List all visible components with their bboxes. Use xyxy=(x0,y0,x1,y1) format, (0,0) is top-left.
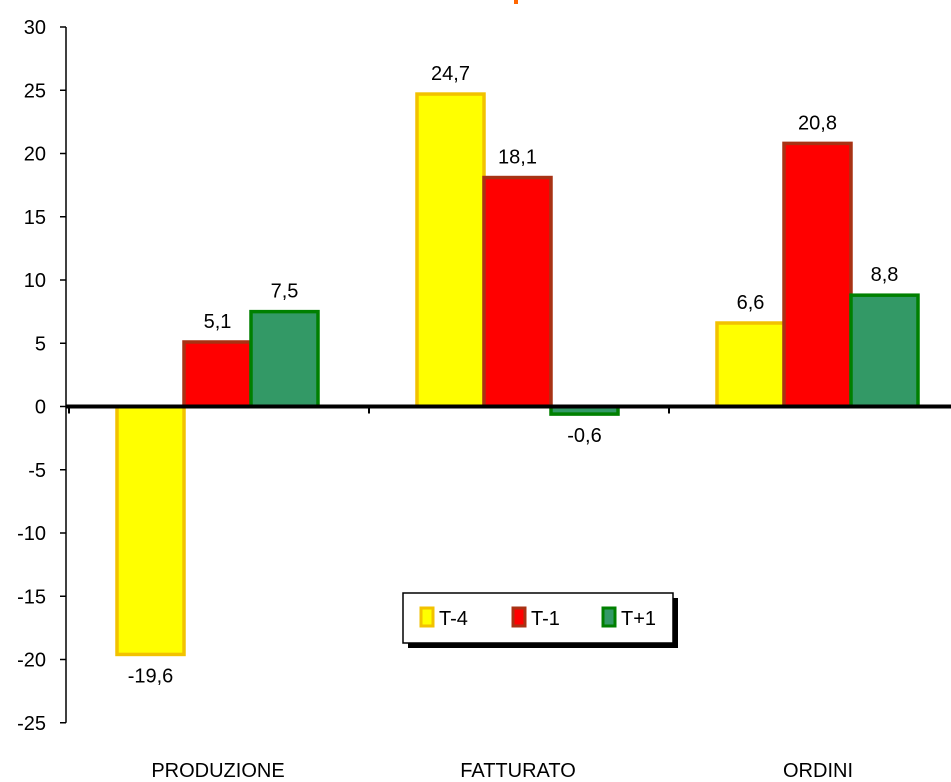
category-label: ORDINI xyxy=(783,760,853,782)
y-tick-label: 30 xyxy=(24,17,46,39)
legend-label: T-4 xyxy=(439,608,468,630)
y-tick-label: 20 xyxy=(24,144,46,166)
y-tick-label: -25 xyxy=(17,713,46,735)
y-tick-label: 5 xyxy=(35,333,46,355)
data-label: -0,6 xyxy=(567,425,601,447)
data-label: 20,8 xyxy=(798,112,837,134)
bar-t4-fatturato xyxy=(415,92,486,409)
data-label: -19,6 xyxy=(128,665,174,687)
y-tick-label: -10 xyxy=(17,523,46,545)
bar-t1-produzione xyxy=(182,340,253,409)
y-tick-label: -5 xyxy=(28,460,46,482)
legend-swatch xyxy=(601,606,617,628)
y-tick-label: -20 xyxy=(17,650,46,672)
bar-t4-produzione xyxy=(115,404,186,657)
y-axis: 30 25 20 15 10 5 0 -5 -10 -15 -20 -25 xyxy=(17,17,67,735)
legend-box xyxy=(402,592,674,644)
bar-t1-fatturato xyxy=(482,175,553,409)
data-label: 7,5 xyxy=(271,281,299,303)
y-tick-label: -15 xyxy=(17,586,46,608)
data-label: 24,7 xyxy=(431,63,470,85)
bar-t4-ordini xyxy=(715,321,786,409)
legend-label: T-1 xyxy=(531,608,560,630)
bar-t1-ordini xyxy=(782,141,853,409)
data-label: 6,6 xyxy=(737,292,765,314)
y-tick-label: 25 xyxy=(24,80,46,102)
y-tick-label: 10 xyxy=(24,270,46,292)
data-label: 5,1 xyxy=(204,311,232,333)
y-tick-label: 15 xyxy=(24,207,46,229)
legend-swatch xyxy=(419,606,435,628)
bars xyxy=(115,92,920,657)
data-labels: -19,6 24,7 6,6 5,1 18,1 20,8 7,5 -0,6 8,8 xyxy=(128,63,899,687)
category-label: PRODUZIONE xyxy=(151,760,284,782)
x-axis: PRODUZIONE FATTURATO ORDINI xyxy=(66,404,951,782)
legend-label: T+1 xyxy=(621,608,656,630)
y-tick-label: 0 xyxy=(35,397,46,419)
legend: T-4 T-1 T+1 xyxy=(402,0,678,648)
data-label: 8,8 xyxy=(871,264,899,286)
category-label: FATTURATO xyxy=(460,760,576,782)
bar-t1-ordini xyxy=(849,293,920,409)
bar-t1-produzione xyxy=(249,309,320,409)
top-mark xyxy=(514,0,518,4)
legend-swatch xyxy=(511,606,527,628)
data-label: 18,1 xyxy=(498,147,537,169)
